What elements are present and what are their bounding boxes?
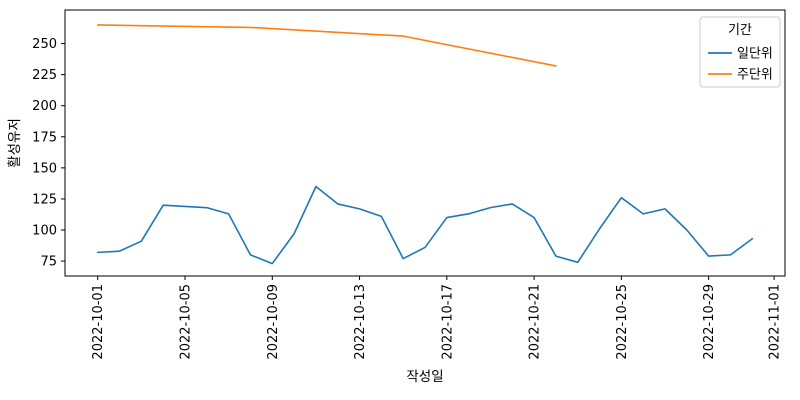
x-tick-label: 2022-10-05 bbox=[179, 284, 194, 360]
axes-frame bbox=[64, 9, 786, 277]
legend-label-일단위: 일단위 bbox=[737, 47, 773, 62]
y-tick-label: 125 bbox=[32, 192, 57, 207]
y-tick-label: 200 bbox=[32, 99, 57, 114]
y-tick-label: 225 bbox=[32, 68, 57, 83]
x-tick-label: 2022-10-25 bbox=[615, 284, 630, 360]
x-tick-label: 2022-10-13 bbox=[353, 284, 368, 360]
legend-box bbox=[699, 16, 781, 88]
series-line-주단위 bbox=[96, 24, 557, 67]
y-tick-label: 75 bbox=[40, 255, 57, 270]
x-axis-label: 작성일 bbox=[406, 369, 443, 385]
legend-label-주단위: 주단위 bbox=[737, 68, 773, 83]
y-tick-label: 150 bbox=[32, 161, 57, 176]
x-tick-label: 2022-11-01 bbox=[768, 284, 783, 360]
y-tick-label: 100 bbox=[32, 224, 57, 239]
y-tick-label: 175 bbox=[32, 130, 57, 145]
x-tick-label: 2022-10-29 bbox=[702, 284, 717, 360]
x-tick-label: 2022-10-09 bbox=[266, 284, 281, 360]
series-line-일단위 bbox=[96, 185, 754, 265]
x-tick-label: 2022-10-01 bbox=[91, 284, 106, 360]
y-tick-label: 250 bbox=[32, 37, 57, 52]
x-tick-label: 2022-10-21 bbox=[528, 284, 543, 360]
x-tick-label: 2022-10-17 bbox=[440, 284, 455, 360]
legend-title: 기간 bbox=[728, 23, 752, 38]
y-axis-label: 활성유저 bbox=[7, 118, 23, 168]
